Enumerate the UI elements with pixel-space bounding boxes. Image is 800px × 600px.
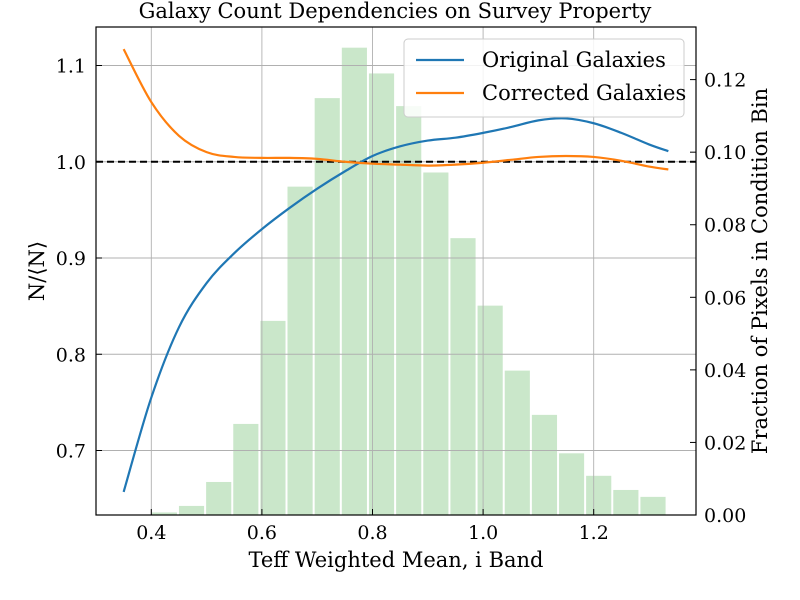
y2-tick-label: 0.02	[704, 432, 746, 454]
chart-title: Galaxy Count Dependencies on Survey Prop…	[139, 0, 652, 23]
x-axis-label: Teff Weighted Mean, i Band	[248, 548, 543, 572]
histogram-bar	[477, 305, 503, 515]
histogram-bar	[450, 238, 476, 515]
histogram-bar	[233, 423, 259, 515]
y-tick-label: 0.7	[56, 441, 86, 463]
histogram-bar	[613, 489, 639, 515]
histogram-bar	[341, 47, 367, 516]
legend-box	[403, 38, 685, 118]
histogram-bar	[396, 106, 422, 515]
histogram-bar	[640, 496, 666, 515]
histogram-bar	[586, 475, 612, 515]
histogram-bar	[368, 73, 395, 515]
histogram-bar	[178, 505, 205, 515]
y-tick-label: 0.9	[56, 248, 86, 270]
legend-label-original-galaxies: Original Galaxies	[482, 48, 666, 72]
y2-tick-label: 0.12	[704, 70, 746, 92]
histogram-bar	[260, 320, 286, 515]
y2-tick-label: 0.06	[704, 287, 746, 309]
x-tick-label: 1.2	[579, 522, 609, 544]
legend-label-corrected-galaxies: Corrected Galaxies	[482, 81, 686, 105]
y-tick-label: 1.0	[56, 152, 86, 174]
y2-tick-label: 0.00	[704, 505, 746, 527]
plot-frame	[95, 26, 697, 516]
y-tick-label: 0.8	[56, 344, 86, 366]
y-axis-label: N/⟨N⟩	[25, 241, 49, 301]
y2-tick-label: 0.10	[704, 142, 746, 164]
histogram-bar	[287, 186, 313, 515]
x-tick-label: 0.4	[136, 522, 166, 544]
y2-tick-label: 0.08	[704, 215, 746, 237]
x-tick-label: 0.8	[357, 522, 387, 544]
histogram-bar	[559, 453, 585, 515]
histogram-bar	[206, 481, 232, 515]
y2-tick-label: 0.04	[704, 360, 746, 382]
series-line-corrected-galaxies	[122, 48, 669, 171]
histogram-bar	[423, 172, 449, 516]
histogram-bar	[504, 370, 530, 515]
series-line-original-galaxies	[122, 117, 669, 493]
histogram-bar	[151, 512, 177, 515]
histogram-bar	[531, 414, 558, 515]
y-tick-label: 1.1	[56, 56, 86, 78]
x-tick-label: 0.6	[247, 522, 277, 544]
y2-axis-label: Fraction of Pixels in Condition Bin	[748, 88, 772, 454]
histogram-bar	[314, 98, 340, 516]
x-tick-label: 1.0	[468, 522, 498, 544]
legend: Original Galaxies Corrected Galaxies	[403, 38, 686, 118]
